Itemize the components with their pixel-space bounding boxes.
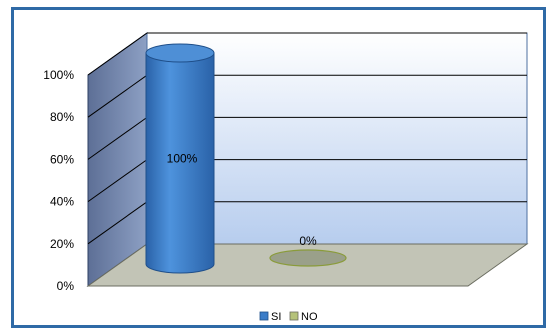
y-tick-label: 20% bbox=[50, 237, 74, 251]
cylinder-no-disc bbox=[269, 249, 347, 267]
data-label-no: 0% bbox=[299, 234, 317, 248]
y-tick-label: 0% bbox=[57, 279, 75, 293]
data-marks bbox=[145, 43, 347, 274]
gridline-side bbox=[87, 159, 148, 203]
legend-swatch-si bbox=[259, 311, 269, 321]
y-axis-ticks: 0% 20% 40% 60% 80% 100% bbox=[43, 68, 74, 293]
y-tick-label: 60% bbox=[50, 152, 74, 166]
gridline-side bbox=[87, 201, 148, 245]
legend-swatch-no bbox=[289, 311, 299, 321]
gridline-side bbox=[87, 116, 148, 160]
cylinder-si-top bbox=[145, 43, 215, 63]
y-tick-label: 40% bbox=[50, 195, 74, 209]
y-tick-label: 80% bbox=[50, 110, 74, 124]
chart-side-wall bbox=[87, 32, 148, 287]
cylinder-si-body bbox=[145, 52, 215, 274]
legend-label-si: SI bbox=[271, 311, 281, 323]
data-label-si: 100% bbox=[167, 152, 198, 166]
gridline-side bbox=[87, 74, 148, 118]
gridline-side bbox=[87, 32, 148, 76]
legend-label-no: NO bbox=[301, 311, 318, 323]
y-tick-label: 100% bbox=[43, 68, 74, 82]
legend: SI NO bbox=[259, 311, 318, 323]
